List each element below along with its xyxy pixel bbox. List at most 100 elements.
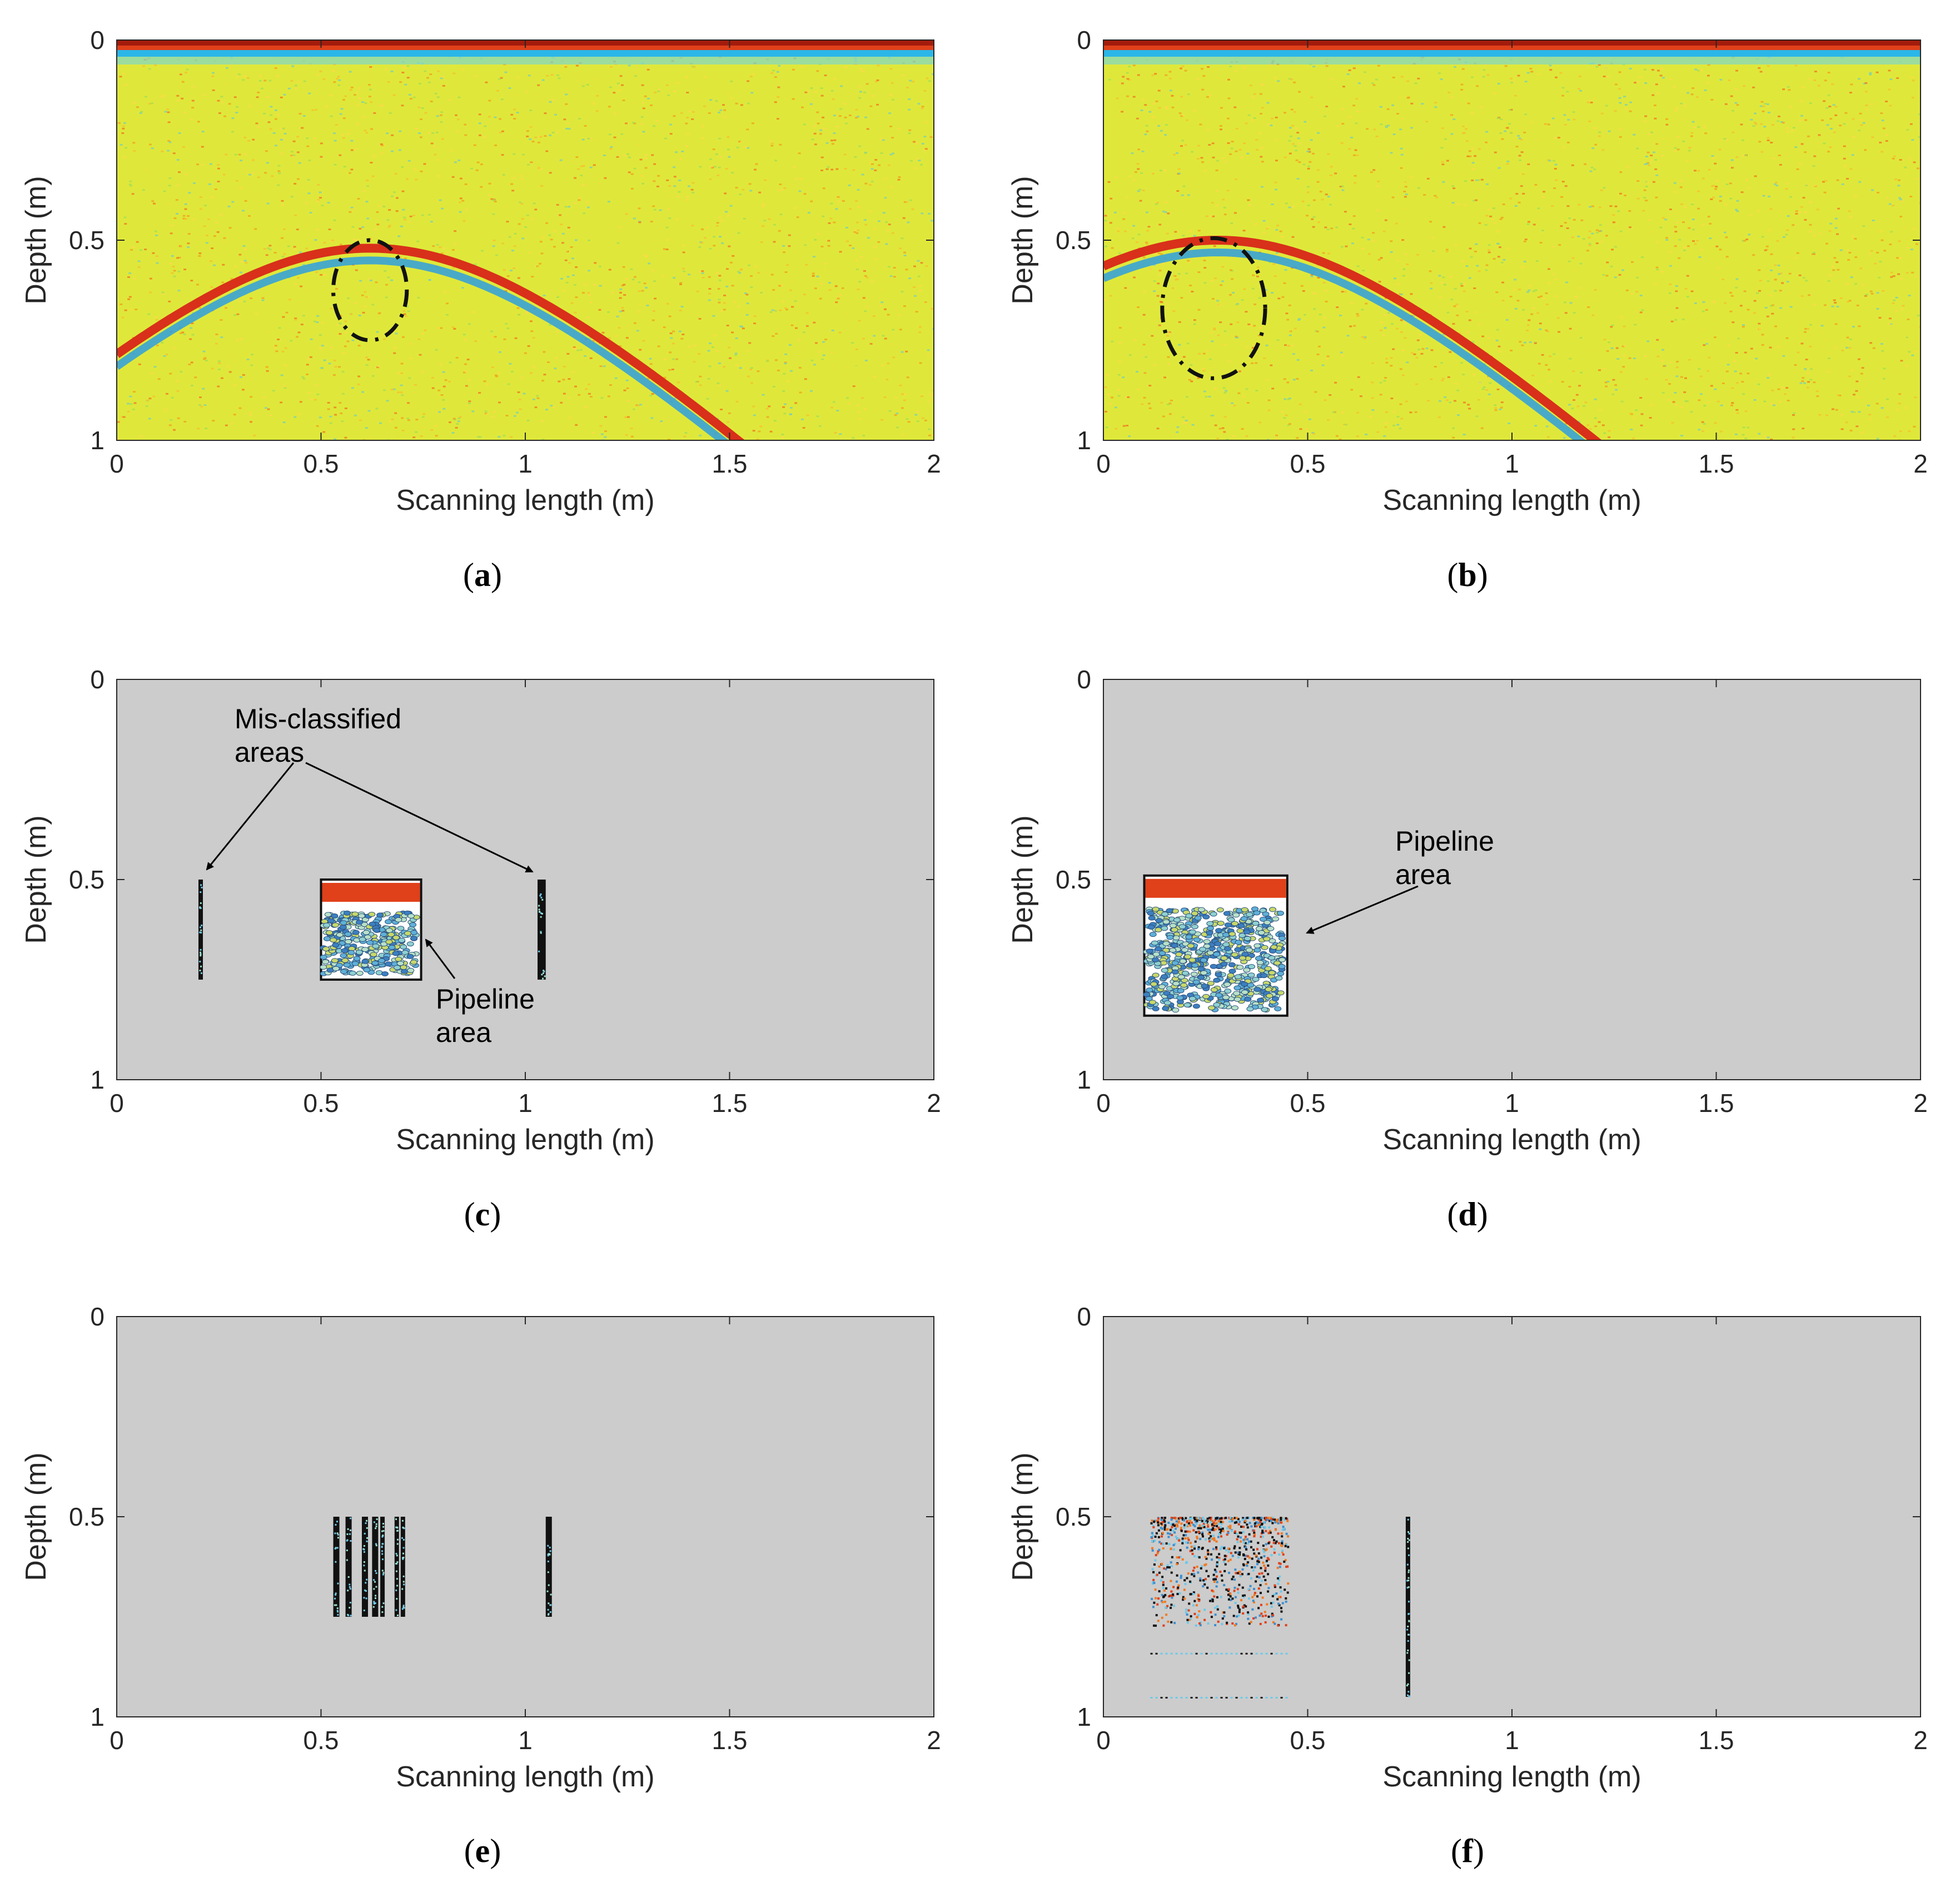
x-tick-label: 0 — [1096, 449, 1111, 478]
plot-group-c: 0 0.5 1 1.5 2 0 0.5 1 Scanning length (m) Depth (… — [20, 665, 941, 1156]
caption-b: (b) — [1447, 557, 1488, 593]
region-box-1 — [320, 878, 422, 981]
surface-band-cyan — [1103, 50, 1921, 57]
annotation-arrow-pipeline — [1306, 885, 1419, 934]
y-tick-label: 0.5 — [69, 226, 105, 255]
y-tick-label: 1 — [1077, 426, 1091, 455]
chart-svg-d: 0 0.5 1 1.5 2 0 0.5 1 Scanning length (m) Depth (… — [1007, 665, 1928, 1156]
surface-band-cyan — [117, 50, 934, 57]
hyperbola-lower-band — [117, 256, 729, 440]
x-tick-label: 0 — [110, 1726, 124, 1755]
y-tick-label: 0.5 — [69, 1502, 105, 1531]
x-tick-label: 1 — [1505, 1726, 1519, 1755]
annotation-misclassified: Mis-classified areas — [235, 703, 401, 768]
region-strip-2 — [362, 1517, 369, 1617]
region-strip-4 — [380, 1517, 385, 1617]
hyperbola-reflection — [1103, 235, 1603, 440]
y-tick-label: 0 — [1077, 26, 1091, 54]
x-tick-label: 1.5 — [712, 449, 748, 478]
chart-panel-e: 0 0.5 1 1.5 2 0 0.5 1 Scanning length (m) Depth (… — [0, 1277, 956, 1845]
region-strip-7 — [545, 1517, 552, 1617]
annotation-pipeline: Pipeline area — [1395, 826, 1494, 890]
region-strip-1 — [1405, 1517, 1410, 1697]
x-tick-label: 0.5 — [1290, 449, 1326, 478]
plot-group-d: 0 0.5 1 1.5 2 0 0.5 1 Scanning length (m) Depth (… — [1007, 665, 1928, 1156]
x-tick-label: 1.5 — [1699, 1726, 1734, 1755]
y-tick-label: 1 — [1077, 1702, 1091, 1731]
chart-svg-e: 0 0.5 1 1.5 2 0 0.5 1 Scanning length (m) Depth (… — [20, 1302, 941, 1793]
radargram-noise — [1103, 40, 1921, 440]
region-strip-0 — [333, 1517, 340, 1617]
annotation-pipeline: Pipeline area — [436, 984, 535, 1048]
x-axis-label: Scanning length (m) — [396, 484, 654, 517]
chart-panel-f: 0 0.5 1 1.5 2 0 0.5 1 Scanning length (m) Depth (… — [987, 1277, 1943, 1845]
x-tick-label: 1 — [1505, 1089, 1519, 1118]
pipeline-circle — [1160, 236, 1267, 380]
caption-letter-d: d — [1458, 1196, 1477, 1233]
caption-d: (d) — [1447, 1196, 1488, 1233]
hyperbola-lower-band — [1103, 248, 1586, 440]
chart-svg-f: 0 0.5 1 1.5 2 0 0.5 1 Scanning length (m) Depth (… — [1007, 1302, 1928, 1793]
chart-panel-d: 0 0.5 1 1.5 2 0 0.5 1 Scanning length (m) Depth (… — [987, 639, 1943, 1208]
x-tick-label: 1 — [518, 449, 533, 478]
hyperbola-reflection — [117, 244, 745, 440]
y-tick-label: 1 — [90, 426, 105, 455]
y-tick-label: 1 — [1077, 1065, 1091, 1094]
x-axis-label: Scanning length (m) — [396, 1761, 654, 1793]
caption-e: (e) — [464, 1833, 501, 1869]
y-axis-label: Depth (m) — [1007, 1452, 1039, 1581]
region-scatter-0 — [1150, 1517, 1290, 1699]
plot-group-e: 0 0.5 1 1.5 2 0 0.5 1 Scanning length (m) Depth (… — [20, 1302, 941, 1793]
x-tick-label: 0.5 — [304, 1726, 339, 1755]
plot-group-a: 0 0.5 1 1.5 2 0 0.5 1 Scanning length (m) Depth (… — [20, 26, 941, 517]
y-tick-label: 0.5 — [69, 865, 105, 894]
chart-svg-b: 0 0.5 1 1.5 2 0 0.5 1 Scanning length (m) Depth (… — [1007, 26, 1928, 517]
chart-svg-a: 0 0.5 1 1.5 2 0 0.5 1 Scanning length (m) Depth (… — [20, 26, 941, 517]
plot-area-e — [117, 1317, 934, 1717]
x-tick-label: 0 — [110, 1089, 124, 1118]
region-strip-1 — [345, 1517, 352, 1617]
x-axis-label: Scanning length (m) — [1382, 484, 1641, 517]
surface-band-light — [1103, 57, 1921, 64]
plot-area-b — [1103, 40, 1921, 440]
radargram-background — [117, 40, 934, 440]
region-strip-0 — [198, 880, 203, 980]
caption-f: (f) — [1451, 1833, 1484, 1869]
x-tick-label: 0.5 — [304, 449, 339, 478]
pipeline-circle — [331, 238, 409, 342]
y-tick-label: 0 — [1077, 665, 1091, 694]
y-tick-label: 0 — [90, 26, 105, 54]
y-axis-label: Depth (m) — [1007, 815, 1039, 943]
plot-group-f: 0 0.5 1 1.5 2 0 0.5 1 Scanning length (m) Depth (… — [1007, 1302, 1928, 1793]
gray-background — [117, 1317, 934, 1717]
x-tick-label: 2 — [927, 1089, 941, 1118]
x-tick-label: 1.5 — [1699, 1089, 1734, 1118]
caption-a: (a) — [463, 557, 502, 593]
region-strip-6 — [400, 1517, 405, 1617]
x-tick-label: 0.5 — [1290, 1726, 1326, 1755]
region-strip-3 — [372, 1517, 379, 1617]
y-tick-label: 0 — [90, 1302, 105, 1331]
y-tick-label: 0.5 — [1056, 226, 1091, 255]
region-strip-2 — [538, 880, 546, 980]
y-tick-label: 0.5 — [1056, 1502, 1091, 1531]
gray-background — [1103, 1317, 1921, 1717]
y-axis-label: Depth (m) — [1007, 176, 1039, 304]
chart-panel-c: 0 0.5 1 1.5 2 0 0.5 1 Scanning length (m) Depth (… — [0, 639, 956, 1208]
x-tick-label: 0 — [110, 449, 124, 478]
caption-letter-e: e — [475, 1833, 490, 1869]
x-tick-label: 0 — [1096, 1726, 1111, 1755]
chart-panel-b: 0 0.5 1 1.5 2 0 0.5 1 Scanning length (m) Depth (… — [987, 0, 1943, 568]
x-tick-label: 1 — [518, 1726, 533, 1755]
y-axis-label: Depth (m) — [20, 815, 52, 943]
x-axis-label: Scanning length (m) — [1382, 1761, 1641, 1793]
caption-c: (c) — [464, 1196, 501, 1233]
annotation-arrow-left — [206, 762, 295, 871]
plot-group-b: 0 0.5 1 1.5 2 0 0.5 1 Scanning length (m) Depth (… — [1007, 26, 1928, 517]
x-tick-label: 1.5 — [712, 1089, 748, 1118]
caption-letter-c: c — [475, 1196, 490, 1233]
x-tick-label: 0.5 — [1290, 1089, 1326, 1118]
x-tick-label: 0.5 — [304, 1089, 339, 1118]
y-tick-label: 1 — [90, 1065, 105, 1094]
x-tick-label: 2 — [1913, 1726, 1928, 1755]
